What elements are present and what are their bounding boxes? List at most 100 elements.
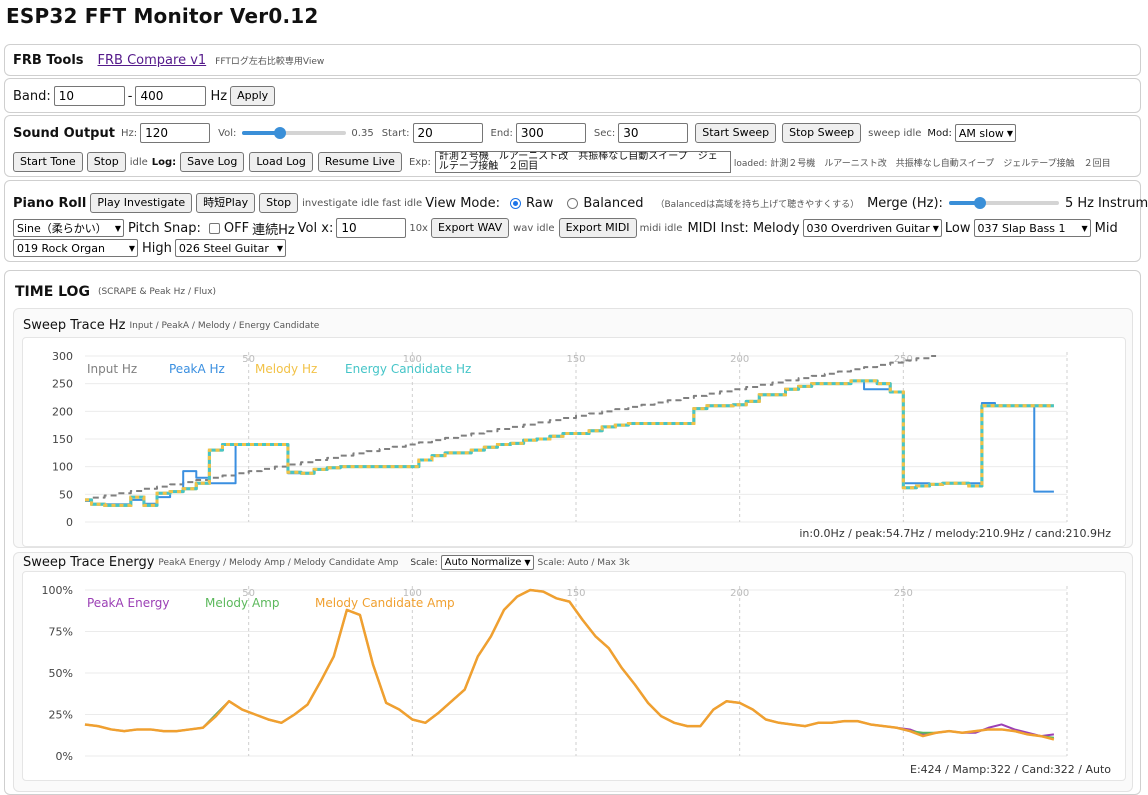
export-midi-button[interactable]: Export MIDI	[558, 218, 637, 238]
x-marker-label: 100	[403, 354, 422, 365]
chevron-down-icon: ▼	[1081, 223, 1088, 233]
x-marker-label: 250	[894, 588, 913, 599]
high-label: High	[142, 240, 172, 256]
mid-inst-select[interactable]: 019 Rock Organ ▼	[13, 239, 138, 257]
chevron-down-icon: ▼	[128, 243, 135, 253]
y-tick-label: 100%	[42, 584, 73, 597]
raw-radio[interactable]	[510, 197, 522, 209]
x-marker-label: 150	[566, 588, 585, 599]
y-tick-label: 50	[59, 488, 73, 501]
energy-chart-footer: E:424 / Mamp:322 / Cand:322 / Auto	[910, 763, 1111, 776]
loaded-status: loaded: 計測２号機 ルアーニスト改 共振棒なし自動スイープ ジェルテープ…	[733, 158, 1111, 169]
scale-select-value: Auto Normalize	[444, 557, 522, 568]
export-wav-button[interactable]: Export WAV	[430, 218, 510, 238]
low-inst-value: 037 Slap Bass 1	[977, 221, 1066, 235]
hz-label: Hz:	[120, 127, 138, 139]
merge-slider[interactable]	[948, 197, 1059, 209]
sound-output-panel: Sound Output Hz: Vol: 0.35 Start: End: S…	[4, 115, 1141, 177]
legend-0: PeakA Energy	[87, 596, 170, 610]
mod-label: Mod:	[927, 127, 952, 139]
energy-chart-subtitle: PeakA Energy / Melody Amp / Melody Candi…	[158, 557, 399, 568]
merge-slider-knob[interactable]	[973, 197, 986, 209]
continuous-hz-label: 連続Hz	[252, 222, 295, 238]
investigate-status: investigate idle fast idle	[302, 197, 423, 209]
series-line-1	[84, 589, 1055, 739]
save-log-button[interactable]: Save Log	[180, 152, 245, 172]
chevron-down-icon: ▼	[524, 558, 531, 567]
series-line-2	[84, 588, 1055, 741]
instrument-select-value: Sine（柔らかい）	[17, 222, 107, 235]
balanced-label: Balanced	[583, 195, 644, 211]
sweep-end-input[interactable]	[515, 123, 586, 143]
start-sweep-button[interactable]: Start Sweep	[695, 123, 777, 143]
hz-chart-card: Sweep Trace Hz Input / PeakA / Melody / …	[13, 308, 1133, 548]
frb-tools-panel: FRB Tools FRB Compare v1 FFTログ左右比較専用View	[4, 44, 1141, 76]
stop-sweep-button[interactable]: Stop Sweep	[782, 123, 862, 143]
scale-select[interactable]: Auto Normalize ▼	[440, 555, 534, 570]
melody-label: Melody	[752, 220, 800, 236]
vol-x-label: Vol x:	[297, 220, 334, 236]
pitch-snap-checkbox[interactable]	[208, 222, 220, 234]
apply-button[interactable]: Apply	[230, 86, 276, 106]
low-label: Low	[944, 220, 971, 236]
resume-live-button[interactable]: Resume Live	[317, 152, 402, 172]
chevron-down-icon: ▼	[276, 243, 284, 253]
short-play-button[interactable]: 時短Play	[196, 193, 256, 213]
y-tick-label: 100	[52, 461, 73, 474]
y-tick-label: 0%	[56, 750, 73, 763]
exp-label: Exp:	[408, 156, 431, 168]
mod-select[interactable]: AM slow ▼	[954, 124, 1017, 142]
sound-output-label: Sound Output	[13, 125, 115, 141]
vol-x-input[interactable]	[336, 218, 407, 238]
hz-chart-title: Sweep Trace Hz	[23, 318, 126, 333]
sweep-sec-input[interactable]	[618, 123, 689, 143]
band-end-input[interactable]	[135, 86, 207, 106]
melody-inst-select[interactable]: 030 Overdriven Guitar ▼	[802, 219, 942, 237]
time-log-panel: TIME LOG (SCRAPE & Peak Hz / Flux) Sweep…	[4, 270, 1141, 795]
midi-status: midi idle	[639, 222, 683, 234]
balanced-radio[interactable]	[567, 197, 579, 209]
frb-compare-link[interactable]: FRB Compare v1	[97, 53, 207, 68]
x-marker-label: 200	[730, 354, 749, 365]
band-panel: Band: - Hz Apply	[4, 78, 1141, 113]
piano-roll-label: Piano Roll	[13, 195, 87, 211]
app-title: ESP32 FFT Monitor Ver0.12	[6, 4, 319, 28]
y-tick-label: 300	[52, 350, 73, 363]
instrument-select[interactable]: Sine（柔らかい） ▼	[13, 219, 124, 237]
band-unit: Hz	[210, 88, 228, 104]
y-tick-label: 0	[66, 516, 73, 529]
load-log-button[interactable]: Load Log	[249, 152, 313, 172]
start-tone-button[interactable]: Start Tone	[13, 152, 83, 172]
scale-note: Scale: Auto / Max 3k	[537, 557, 630, 568]
high-inst-value: 026 Steel Guitar	[178, 241, 269, 255]
band-start-input[interactable]	[53, 86, 125, 106]
play-investigate-button[interactable]: Play Investigate	[90, 193, 193, 213]
legend-1: PeakA Hz	[169, 362, 225, 376]
log-label: Log:	[151, 156, 177, 168]
mod-select-value: AM slow	[958, 126, 1004, 140]
balanced-note: （Balancedは高域を持ち上げて聴きやすくする）	[655, 199, 860, 210]
series-line-0	[85, 355, 937, 501]
experiment-textarea[interactable]: 計測２号機 ルアーニスト改 共振棒なし自動スイープ ジェルテープ接触 ２回目	[434, 151, 731, 173]
chevron-down-icon: ▼	[932, 223, 939, 233]
chevron-down-icon: ▼	[1006, 128, 1014, 138]
y-tick-label: 75%	[49, 626, 73, 639]
stop-tone-button[interactable]: Stop	[86, 152, 126, 172]
x-marker-label: 200	[730, 588, 749, 599]
instrument-label: Instrument:	[1097, 195, 1148, 211]
merge-value: 5 Hz	[1064, 195, 1094, 211]
volume-slider-knob[interactable]	[274, 127, 287, 139]
low-inst-select[interactable]: 037 Slap Bass 1 ▼	[973, 219, 1091, 237]
series-line-3	[85, 379, 1054, 507]
x-marker-label: 100	[403, 588, 422, 599]
sec-label: Sec:	[593, 127, 616, 139]
x-marker-label: 150	[566, 354, 585, 365]
sweep-start-input[interactable]	[412, 123, 483, 143]
volume-slider[interactable]	[242, 127, 347, 139]
x-marker-label: 250	[894, 354, 913, 365]
tone-hz-input[interactable]	[140, 123, 211, 143]
high-inst-select[interactable]: 026 Steel Guitar ▼	[174, 239, 287, 257]
piano-stop-button[interactable]: Stop	[259, 193, 299, 213]
hz-chart-footer: in:0.0Hz / peak:54.7Hz / melody:210.9Hz …	[799, 527, 1111, 540]
wav-status: wav idle	[513, 222, 555, 234]
